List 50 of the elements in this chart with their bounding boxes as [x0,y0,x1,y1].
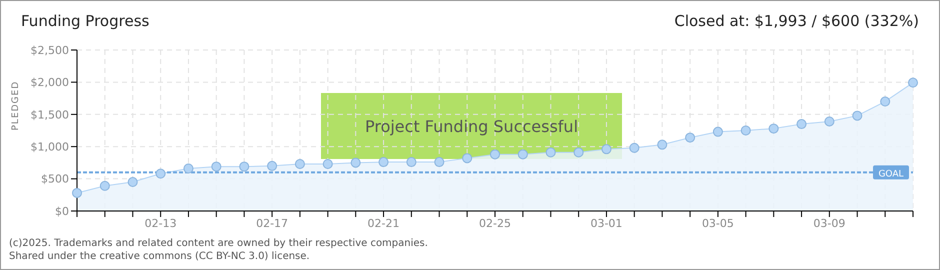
point [574,147,584,158]
y-axis-title: PLEDGED [11,80,22,130]
point [100,180,110,191]
point [378,157,389,168]
text: Closed at: $1,993 / $600 (332%) [674,12,919,30]
point [629,142,640,153]
point [183,163,194,174]
x-tick-label: 03-09 [813,216,846,230]
point [462,153,472,164]
y-tick-label: $1,000 [30,140,69,154]
point [768,124,779,134]
point [72,188,82,198]
point [128,177,138,188]
x-tick-label: 02-25 [479,216,511,230]
x-tick-label: 02-13 [144,216,177,230]
point [406,157,416,168]
x-tick-label: 03-05 [702,216,734,230]
y-tick-label: $2,000 [30,76,69,90]
x-tick-label: 02-21 [368,216,400,230]
x-tick-label: 02-17 [256,216,288,230]
point [490,149,500,160]
point [546,147,556,158]
point [824,116,834,126]
point [685,132,696,143]
chart-title: Funding Progress [21,12,150,30]
point [322,158,333,169]
point [712,126,723,137]
y-tick-label: $0 [55,204,69,218]
point [796,119,807,130]
point [267,160,278,171]
point [880,96,890,107]
point [294,158,305,169]
point [518,149,528,160]
point [434,157,444,168]
y-tick-label: $500 [41,172,69,186]
point [156,168,166,179]
point [601,144,612,154]
point [350,158,361,168]
point [239,162,250,172]
point [908,78,918,88]
text: (c)2025. Trademarks and related content are owned by their respective companies. [9,237,428,250]
point [740,126,751,136]
x-tick-label: 03-01 [590,216,622,230]
point [852,110,862,121]
point [211,162,222,172]
point [657,140,668,150]
y-tick-label: $2,500 [30,44,69,57]
text: Shared under the creative commons (CC BY-NC 3.0) license. [9,250,311,263]
ref-line-label: GOAL [878,169,904,180]
y-tick-label: $1,500 [30,108,69,122]
